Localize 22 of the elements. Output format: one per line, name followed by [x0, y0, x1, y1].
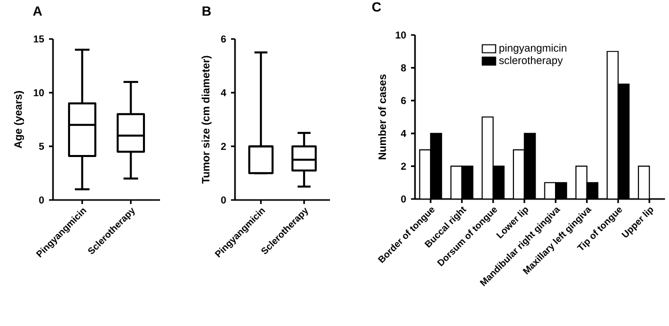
y-tick-label: 4	[400, 130, 406, 137]
y-axis-title: Number of cases	[378, 74, 386, 160]
y-tick-label: 2	[401, 162, 406, 170]
y-tick-label: 2	[221, 142, 226, 150]
y-tick-label: 6	[221, 35, 226, 43]
legend-label: pingyangmicin	[500, 44, 566, 54]
y-tick-label: 15	[34, 36, 44, 42]
chart-title: C	[372, 2, 381, 12]
y-tick-label: 8	[401, 64, 406, 72]
y-tick-label: 6	[401, 97, 406, 104]
y-tick-label: 0	[221, 196, 226, 204]
y-tick-label: 5	[39, 142, 44, 150]
chart-title: A	[33, 6, 42, 16]
y-tick-label: 0	[401, 195, 406, 203]
y-tick-label: 10	[396, 31, 406, 39]
y-tick-label: 4	[220, 89, 226, 96]
y-axis-title: Age (years)	[14, 91, 24, 148]
legend-label: sclerotherapy	[499, 56, 563, 66]
y-axis-title: Tumor size (cm diameter)	[202, 56, 212, 184]
y-tick-label: 10	[34, 89, 44, 96]
chart-title: B	[202, 6, 211, 16]
y-tick-label: 0	[39, 196, 44, 204]
